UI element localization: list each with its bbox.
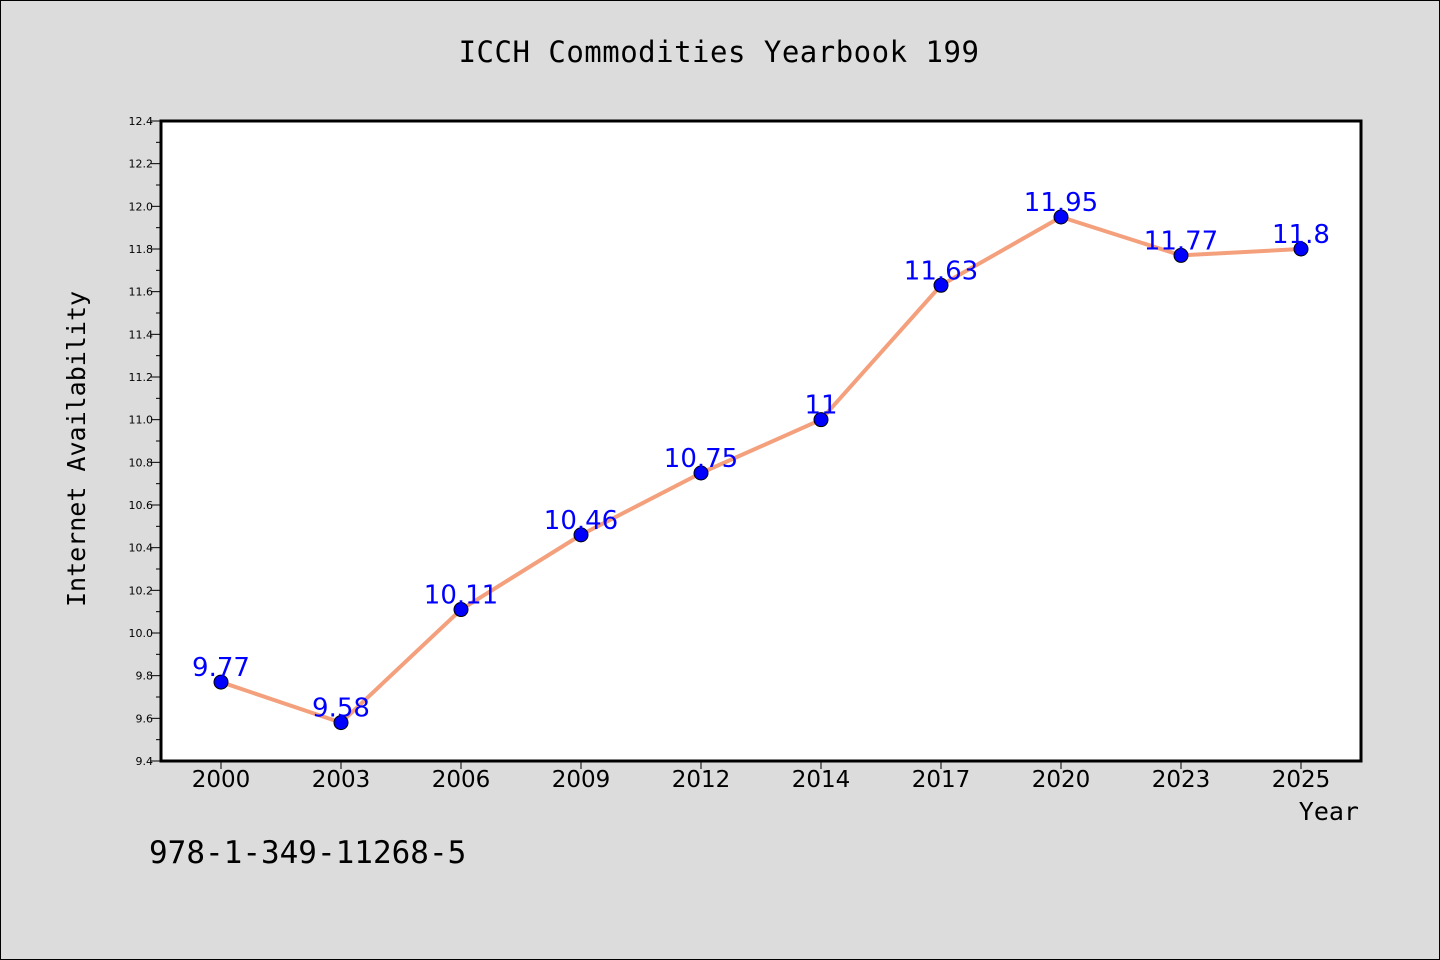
data-point [1053,209,1069,225]
y-tick-label: 12.0 [129,200,154,213]
x-tick-label: 2017 [912,767,971,793]
data-label: 11 [804,391,837,421]
data-point [933,277,949,293]
data-label: 10.46 [544,506,618,536]
x-tick-label: 2006 [432,767,491,793]
y-tick-label: 9.4 [136,755,154,768]
x-tick-label: 2014 [792,767,851,793]
y-tick-label: 12.2 [129,158,154,171]
y-tick-label: 11.2 [129,371,154,384]
y-tick-label: 10.6 [129,499,154,512]
y-tick-label: 11.4 [129,328,154,341]
series-group [213,209,1309,731]
data-label: 11.63 [904,256,978,286]
x-axis-label: Year [1299,797,1359,826]
data-label: 11.77 [1144,226,1218,256]
y-tick-label: 10.0 [129,627,154,640]
x-tick-label: 2000 [192,767,251,793]
isbn-text: 978-1-349-11268-5 [149,835,467,871]
data-label: 9.77 [192,653,250,683]
chart-title: ICCH Commodities Yearbook 199 [458,35,980,69]
data-label: 11.95 [1024,188,1098,218]
data-point [573,527,589,543]
data-labels: 9.77 9.58 10.11 10.46 10.75 11 11.63 11.95 11.77… [192,188,1330,724]
data-point [213,674,229,690]
y-axis-label: Internet Availability [62,291,91,607]
x-tick-label: 2012 [672,767,731,793]
y-tick-label: 10.4 [129,542,154,555]
x-tick-label: 2020 [1032,767,1091,793]
y-tick-label: 11.6 [129,286,154,299]
series-line [220,215,1302,725]
y-tick-label: 11.8 [129,243,154,256]
y-tick-label: 9.6 [136,712,154,725]
data-label: 10.75 [664,444,738,474]
data-point [1293,241,1309,257]
y-tick-label: 12.4 [129,115,154,128]
x-tick-label: 2025 [1272,767,1331,793]
data-point [1173,247,1189,263]
data-point [333,715,349,731]
x-axis: 2000 2003 2006 2009 2012 2014 2017 2020 2023 2025 [192,761,1331,793]
y-tick-label: 10.8 [129,456,154,469]
x-tick-label: 2023 [1152,767,1211,793]
data-point [813,412,829,428]
data-point [693,465,709,481]
y-tick-label: 10.2 [129,584,154,597]
data-point [453,602,469,618]
x-tick-label: 2003 [312,767,371,793]
x-tick-label: 2009 [552,767,611,793]
y-tick-label: 9.8 [136,670,154,683]
data-label: 9.58 [312,694,370,724]
data-label: 11.8 [1272,220,1330,250]
plot-area [159,119,1363,763]
data-label: 10.11 [424,581,498,611]
y-axis: 9.4 9.6 9.8 10.0 10.2 10.4 10.6 10.8 11.0 11.2 11.… [129,115,161,768]
y-tick-label: 11.0 [129,414,154,427]
